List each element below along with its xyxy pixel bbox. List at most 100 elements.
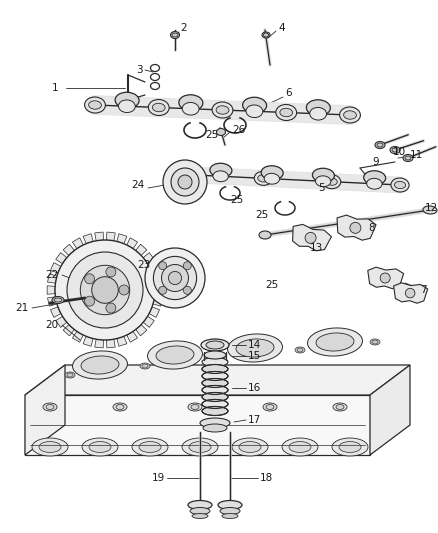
Polygon shape: [56, 317, 67, 327]
Circle shape: [145, 248, 205, 308]
Ellipse shape: [148, 341, 202, 369]
Ellipse shape: [310, 108, 326, 120]
Text: 25: 25: [230, 195, 243, 205]
Circle shape: [67, 252, 143, 328]
Ellipse shape: [54, 298, 62, 302]
Ellipse shape: [202, 407, 228, 416]
Polygon shape: [117, 336, 127, 346]
Polygon shape: [370, 365, 410, 455]
Circle shape: [106, 303, 116, 313]
Ellipse shape: [210, 163, 232, 177]
Polygon shape: [136, 325, 147, 336]
Ellipse shape: [202, 392, 228, 401]
Circle shape: [163, 160, 207, 204]
Ellipse shape: [179, 95, 203, 111]
Circle shape: [85, 274, 95, 284]
Ellipse shape: [403, 155, 413, 161]
Text: 20: 20: [45, 320, 58, 330]
Ellipse shape: [113, 403, 127, 411]
Polygon shape: [127, 332, 138, 342]
Ellipse shape: [222, 513, 238, 519]
Polygon shape: [153, 274, 162, 283]
Ellipse shape: [239, 441, 261, 453]
Circle shape: [171, 168, 199, 196]
Ellipse shape: [206, 341, 224, 349]
Polygon shape: [136, 244, 147, 255]
Ellipse shape: [202, 385, 228, 394]
Ellipse shape: [220, 507, 240, 514]
Ellipse shape: [326, 178, 337, 185]
Text: 17: 17: [248, 415, 261, 425]
Ellipse shape: [192, 513, 208, 519]
Ellipse shape: [336, 405, 344, 409]
Ellipse shape: [282, 438, 318, 456]
Text: 12: 12: [425, 203, 438, 213]
Polygon shape: [48, 297, 57, 306]
Ellipse shape: [188, 403, 202, 411]
Polygon shape: [25, 365, 410, 395]
Text: 23: 23: [137, 260, 150, 270]
Ellipse shape: [200, 418, 230, 428]
Ellipse shape: [43, 403, 57, 411]
Ellipse shape: [186, 168, 204, 182]
Ellipse shape: [85, 97, 106, 113]
Text: 8: 8: [368, 223, 374, 233]
Ellipse shape: [343, 111, 357, 119]
Circle shape: [168, 271, 182, 285]
Ellipse shape: [266, 405, 274, 409]
Ellipse shape: [204, 351, 226, 359]
Ellipse shape: [213, 171, 228, 182]
Ellipse shape: [392, 148, 398, 152]
Ellipse shape: [201, 339, 229, 351]
Ellipse shape: [297, 348, 303, 352]
Circle shape: [184, 262, 191, 270]
Text: 13: 13: [310, 243, 323, 253]
Ellipse shape: [264, 173, 279, 184]
Polygon shape: [149, 307, 159, 318]
Ellipse shape: [254, 171, 272, 185]
Ellipse shape: [118, 100, 135, 112]
Polygon shape: [368, 267, 404, 289]
Polygon shape: [293, 224, 332, 251]
Ellipse shape: [280, 108, 293, 117]
Text: 25: 25: [255, 210, 268, 220]
Ellipse shape: [423, 206, 437, 214]
Ellipse shape: [339, 107, 360, 123]
Ellipse shape: [315, 176, 331, 187]
Polygon shape: [63, 325, 74, 336]
Circle shape: [305, 232, 316, 244]
Text: 11: 11: [410, 150, 423, 160]
Text: 19: 19: [152, 473, 165, 483]
Ellipse shape: [289, 441, 311, 453]
Polygon shape: [337, 215, 376, 240]
Ellipse shape: [116, 405, 124, 409]
Ellipse shape: [364, 171, 386, 185]
Circle shape: [184, 286, 191, 294]
Text: 2: 2: [180, 23, 187, 33]
Ellipse shape: [140, 363, 150, 369]
Circle shape: [406, 288, 415, 298]
Ellipse shape: [52, 296, 64, 303]
Ellipse shape: [212, 102, 233, 118]
Ellipse shape: [261, 166, 283, 180]
Ellipse shape: [188, 500, 212, 510]
Ellipse shape: [312, 168, 334, 182]
Text: 14: 14: [248, 340, 261, 350]
Circle shape: [178, 175, 192, 189]
Ellipse shape: [218, 500, 242, 510]
Ellipse shape: [132, 438, 168, 456]
Ellipse shape: [246, 105, 263, 118]
Ellipse shape: [202, 365, 228, 374]
Ellipse shape: [182, 102, 199, 115]
Polygon shape: [50, 263, 61, 273]
Ellipse shape: [182, 438, 218, 456]
Polygon shape: [95, 339, 103, 348]
Ellipse shape: [227, 334, 283, 362]
Ellipse shape: [339, 441, 361, 453]
Text: 3: 3: [136, 65, 143, 75]
Polygon shape: [95, 232, 103, 241]
Text: 9: 9: [372, 157, 378, 167]
Ellipse shape: [316, 333, 354, 351]
Ellipse shape: [307, 328, 363, 356]
Ellipse shape: [306, 100, 330, 116]
